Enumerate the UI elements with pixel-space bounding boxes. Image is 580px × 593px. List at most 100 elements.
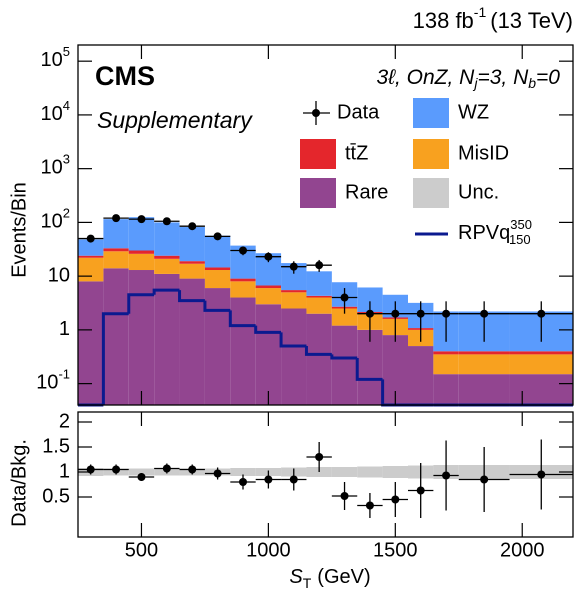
stack-bar <box>103 248 129 252</box>
stack-bar <box>281 290 307 293</box>
stack-bar <box>230 278 256 282</box>
y-tick-label: 1 <box>59 460 70 482</box>
y-tick-label: 2 <box>59 410 70 432</box>
stack-bar <box>78 257 104 282</box>
stack-bar <box>78 281 104 405</box>
signal-step <box>228 310 256 328</box>
stack-bar <box>255 304 282 405</box>
legend-label: Data <box>337 101 380 123</box>
legend-swatch <box>413 98 449 128</box>
signal-step <box>101 312 129 405</box>
y-tick-exp: 5 <box>63 45 70 60</box>
legend-swatch <box>413 178 449 208</box>
cms-label: CMS <box>95 61 155 91</box>
unc-band <box>382 466 408 478</box>
data-point <box>188 222 197 231</box>
y-tick-label: 103 <box>41 152 70 179</box>
stack-bar <box>509 351 573 355</box>
stack-bar <box>306 297 332 314</box>
lumi-exp: -1 <box>474 4 487 20</box>
legend-swatch <box>300 139 336 169</box>
ratio-point <box>137 473 146 481</box>
y-tick-label: 10 <box>48 264 70 286</box>
signal-step <box>178 290 205 303</box>
data-point <box>391 309 400 318</box>
lumi-energy: (13 TeV) <box>490 8 573 33</box>
ratio-point <box>416 486 425 495</box>
stack-bar <box>357 329 383 405</box>
stack-bar <box>281 308 307 405</box>
stack-bar <box>204 235 231 268</box>
data-point <box>480 309 489 318</box>
stack-bar <box>128 270 155 405</box>
unc-band <box>357 466 383 478</box>
ratio-point <box>480 475 489 484</box>
data-point <box>537 309 546 318</box>
y-tick-exp: 2 <box>63 206 70 221</box>
data-point <box>442 309 451 318</box>
y-tick-base: 10 <box>41 103 63 125</box>
signal-sup: 350 <box>510 217 532 232</box>
stack-bar <box>179 263 205 279</box>
stack-bar <box>179 278 205 405</box>
signal-step <box>127 293 155 314</box>
y-tick-base: 10 <box>41 49 63 71</box>
stack-bar <box>204 267 231 271</box>
plot-area <box>78 217 573 479</box>
stack-bar <box>78 239 104 256</box>
stack-bar <box>408 346 434 405</box>
signal-sub: 150 <box>509 232 531 247</box>
x-label-var: S <box>289 566 303 588</box>
x-label-sub: T <box>303 575 312 591</box>
data-point <box>112 214 121 223</box>
ratio-point <box>239 478 247 486</box>
stack-bar <box>433 354 459 375</box>
stack-bar <box>204 288 231 405</box>
region-sub: j <box>472 75 478 91</box>
signal-step <box>152 288 180 295</box>
legend-label: Unc. <box>458 181 499 203</box>
y-tick-exp: -1 <box>58 367 70 382</box>
data-point <box>137 215 146 224</box>
unc-band <box>331 467 358 477</box>
signal-step <box>355 357 383 381</box>
data-point <box>239 246 247 255</box>
signal-step <box>254 325 282 334</box>
stack-bar <box>306 295 332 298</box>
stack-bar <box>281 292 307 309</box>
legend-swatch <box>300 178 336 208</box>
legend-label: WZ <box>458 101 489 123</box>
stack-bar <box>458 374 510 405</box>
stack-bar <box>204 270 231 289</box>
y-tick-base: 10 <box>41 157 63 179</box>
data-point <box>264 252 273 261</box>
region-part: =3, N <box>477 66 529 89</box>
stack-bar <box>179 261 205 264</box>
ratio-point <box>188 465 197 474</box>
stack-bar <box>255 288 282 305</box>
signal-name: RPVq <box>458 222 510 244</box>
x-tick-label: 2000 <box>500 539 545 561</box>
unc-band <box>128 468 155 476</box>
signal-step <box>279 332 307 348</box>
ratio-point <box>264 475 273 484</box>
stack-bar <box>509 374 573 405</box>
lumi-label: 138 fb-1 (13 TeV) <box>413 4 573 33</box>
stack-bar <box>128 253 155 271</box>
data-point <box>162 217 171 226</box>
x-tick-label: 1500 <box>373 539 418 561</box>
legend-data-marker <box>312 109 320 117</box>
stack-bar <box>255 285 282 289</box>
y-tick-base: 10 <box>41 211 63 233</box>
ratio-point <box>537 470 546 479</box>
stack-bar <box>331 325 358 405</box>
stack-bar <box>103 219 129 249</box>
extra-label: Supplementary <box>97 107 253 133</box>
data-point <box>365 309 374 318</box>
stack-bar <box>433 351 459 355</box>
ratio-point <box>162 464 171 473</box>
stack-bar <box>154 258 180 274</box>
stack-bar <box>433 374 459 405</box>
stack-bar <box>230 297 256 405</box>
stack-bar <box>154 273 180 405</box>
